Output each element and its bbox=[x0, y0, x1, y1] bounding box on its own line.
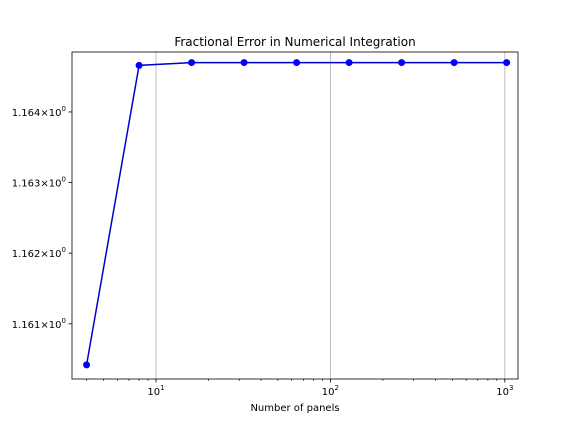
plot-frame bbox=[71, 51, 519, 380]
y-tick-exponent: 0 bbox=[62, 176, 66, 184]
data-point bbox=[83, 361, 91, 369]
tick-layer: 101 102 1031.161×1001.162×1001.163×1001.16… bbox=[12, 105, 514, 398]
x-tick-label: 102 bbox=[322, 384, 339, 398]
series-layer bbox=[83, 59, 511, 369]
data-point bbox=[398, 59, 406, 67]
data-point bbox=[188, 59, 196, 67]
y-tick-base: 10 bbox=[49, 320, 62, 331]
data-point bbox=[135, 61, 143, 69]
y-tick-label: 1.162×100 bbox=[12, 246, 66, 260]
chart-title: Fractional Error in Numerical Integratio… bbox=[174, 35, 415, 49]
y-tick-exponent: 0 bbox=[62, 246, 66, 254]
y-tick-mantissa: 1.161 bbox=[12, 320, 41, 331]
data-point bbox=[240, 59, 248, 67]
data-point bbox=[503, 59, 511, 67]
data-point bbox=[450, 59, 458, 67]
x-tick-exponent: 3 bbox=[509, 384, 513, 392]
y-tick-mantissa: 1.163 bbox=[12, 179, 41, 190]
y-tick-times: × bbox=[40, 179, 48, 190]
x-tick-base: 10 bbox=[496, 387, 509, 398]
data-point bbox=[345, 59, 353, 67]
x-tick-base: 10 bbox=[322, 387, 335, 398]
y-tick-exponent: 0 bbox=[62, 105, 66, 113]
y-tick-base: 10 bbox=[49, 108, 62, 119]
y-tick-base: 10 bbox=[49, 249, 62, 260]
y-tick-base: 10 bbox=[49, 179, 62, 190]
y-tick-label: 1.163×100 bbox=[12, 176, 66, 190]
x-tick-label: 101 bbox=[147, 384, 164, 398]
grid-lines bbox=[155, 52, 506, 379]
y-tick-label: 1.161×100 bbox=[12, 317, 66, 331]
x-tick-base: 10 bbox=[147, 387, 160, 398]
y-tick-times: × bbox=[40, 249, 48, 260]
y-tick-times: × bbox=[40, 108, 48, 119]
y-tick-mantissa: 1.162 bbox=[12, 249, 41, 260]
y-tick-mantissa: 1.164 bbox=[12, 108, 41, 119]
data-point bbox=[293, 59, 301, 67]
x-tick-exponent: 2 bbox=[335, 384, 339, 392]
x-axis-label: Number of panels bbox=[250, 403, 339, 414]
x-tick-exponent: 1 bbox=[160, 384, 164, 392]
y-tick-times: × bbox=[40, 320, 48, 331]
y-tick-label: 1.164×100 bbox=[12, 105, 66, 119]
y-tick-exponent: 0 bbox=[62, 317, 66, 325]
x-tick-label: 103 bbox=[496, 384, 513, 398]
series-line bbox=[85, 61, 507, 365]
